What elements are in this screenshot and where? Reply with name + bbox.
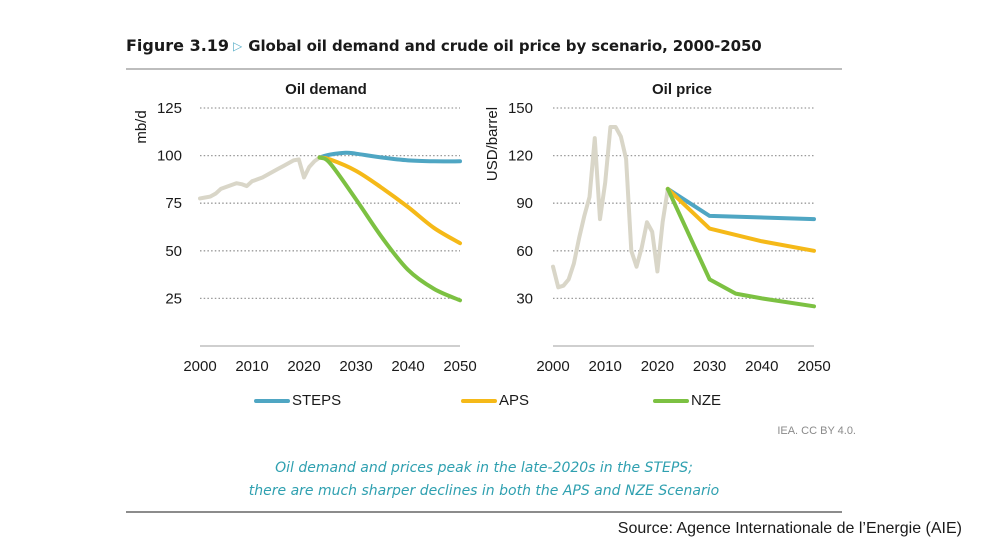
series-line-steps <box>317 150 462 164</box>
x-tick-label: 2000 <box>183 358 216 375</box>
legend-swatch-steps <box>254 398 290 403</box>
x-tick-label: 2010 <box>235 358 268 375</box>
series-line-historical <box>198 155 322 201</box>
legend-swatch-nze <box>653 398 689 403</box>
charts-canvas: Oil demand mb/d 25 50 75 100 125 2000 2010 2020… <box>133 81 831 375</box>
series-line-historical <box>551 125 670 290</box>
y-tick-label: 100 <box>157 148 182 165</box>
x-tick-label: 2030 <box>693 358 726 375</box>
triangle-right-icon: ▷ <box>233 39 243 53</box>
legend-label-aps: APS <box>499 392 530 409</box>
y-tick-label: 90 <box>516 195 533 212</box>
source-text: Source: Agence Internationale de l’Energ… <box>617 520 962 537</box>
y-axis-label-price: USD/barrel <box>484 107 501 181</box>
y-tick-label: 60 <box>516 243 533 260</box>
y-axis-label-demand: mb/d <box>133 110 150 143</box>
x-tick-label: 2020 <box>287 358 320 375</box>
panel-title-oil-price: Oil price <box>652 81 712 98</box>
caption-line-1: Oil demand and prices peak in the late-2… <box>275 460 693 476</box>
series-line-nze <box>317 155 462 303</box>
y-tick-label: 125 <box>157 100 182 117</box>
x-tick-label: 2040 <box>745 358 778 375</box>
caption-line-2: there are much sharper declines in both … <box>248 483 720 499</box>
y-tick-label: 50 <box>165 243 182 260</box>
legend-item-aps: APS <box>461 392 529 409</box>
series-line-nze <box>665 186 816 309</box>
y-tick-label: 25 <box>165 290 182 307</box>
top-divider <box>126 68 842 70</box>
series-line-aps <box>665 186 816 253</box>
x-tick-label: 2050 <box>797 358 830 375</box>
oil-demand-panel: Oil demand mb/d 25 50 75 100 125 2000 2010 2020… <box>133 81 477 375</box>
y-tick-label: 30 <box>516 290 533 307</box>
series-line-aps <box>317 155 462 246</box>
x-tick-label: 2020 <box>641 358 674 375</box>
caption: Oil demand and prices peak in the late-2… <box>126 457 842 503</box>
bottom-divider <box>126 511 842 513</box>
legend-label-steps: STEPS <box>292 392 342 409</box>
legend-item-nze: NZE <box>653 392 721 409</box>
y-tick-label: 75 <box>165 195 182 212</box>
figure-number: Figure 3.19 <box>126 36 230 55</box>
x-tick-label: 2030 <box>339 358 372 375</box>
y-tick-label: 120 <box>508 148 533 165</box>
figure-title-text: Global oil demand and crude oil price by… <box>248 37 762 55</box>
x-tick-label: 2040 <box>391 358 424 375</box>
y-tick-label: 150 <box>508 100 533 117</box>
legend-label-nze: NZE <box>691 392 721 409</box>
figure-title: Figure 3.19 ▷ Global oil demand and crude … <box>126 36 762 56</box>
x-tick-label: 2000 <box>536 358 569 375</box>
x-tick-label: 2050 <box>443 358 476 375</box>
x-tick-label: 2010 <box>589 358 622 375</box>
legend-swatch-aps <box>461 398 497 403</box>
credit-text: IEA. CC BY 4.0. <box>777 425 856 437</box>
legend: STEPS APS NZE <box>0 392 982 412</box>
oil-price-panel: Oil price USD/barrel 30 60 90 120 150 2000 201… <box>484 81 831 375</box>
series-line-steps <box>665 186 816 222</box>
panel-title-oil-demand: Oil demand <box>285 81 367 98</box>
legend-item-steps: STEPS <box>254 392 341 409</box>
